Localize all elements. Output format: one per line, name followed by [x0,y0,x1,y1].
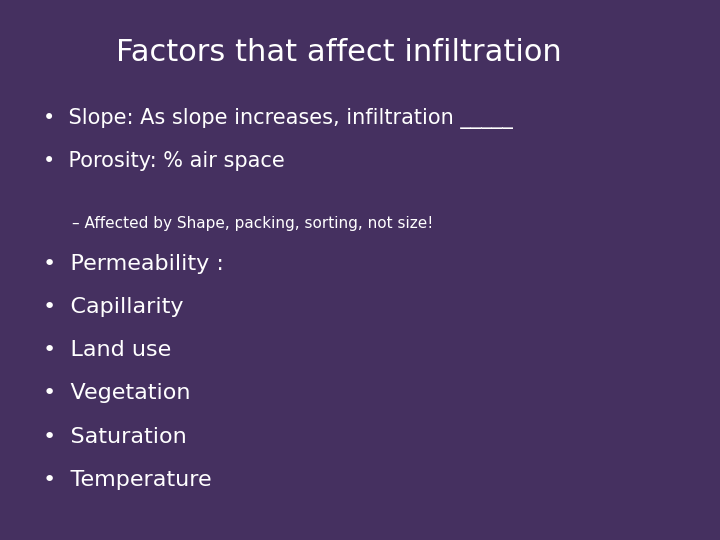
Text: •  Permeability :: • Permeability : [43,254,224,274]
Text: •  Vegetation: • Vegetation [43,383,191,403]
Text: – Affected by Shape, packing, sorting, not size!: – Affected by Shape, packing, sorting, n… [72,216,433,231]
Text: •  Saturation: • Saturation [43,427,187,447]
Text: •  Temperature: • Temperature [43,470,212,490]
Text: •  Slope: As slope increases, infiltration _____: • Slope: As slope increases, infiltratio… [43,108,513,129]
Text: •  Land use: • Land use [43,340,171,360]
Text: Factors that affect infiltration: Factors that affect infiltration [115,38,562,67]
Text: •  Porosity: % air space: • Porosity: % air space [43,151,285,171]
Text: •  Capillarity: • Capillarity [43,297,184,317]
